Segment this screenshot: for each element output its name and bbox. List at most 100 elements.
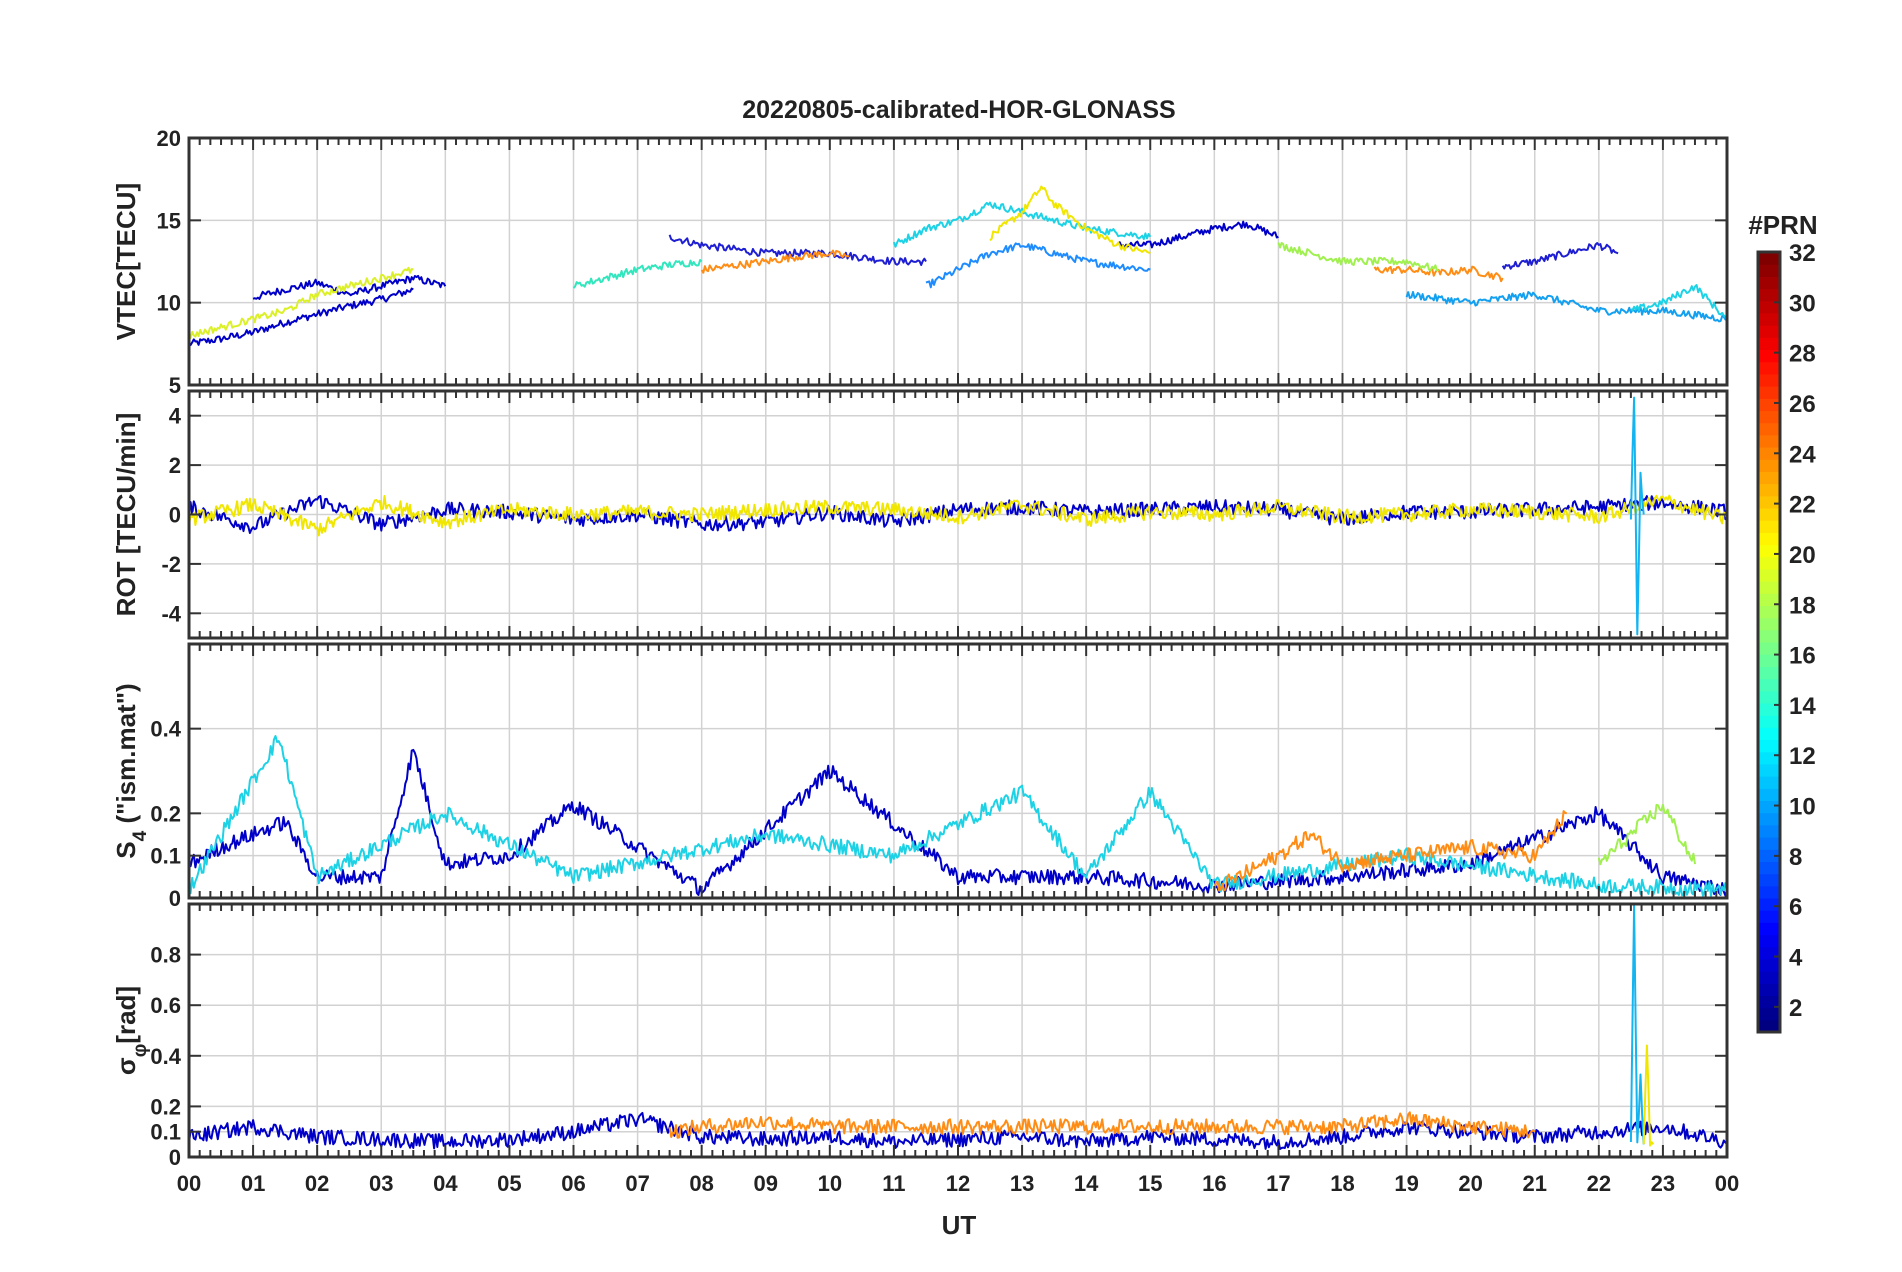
- colorbar-swatch: [1758, 312, 1780, 326]
- y-tick-label: 15: [157, 208, 181, 233]
- x-tick-label: 22: [1587, 1171, 1611, 1196]
- series-line-prn-20: [989, 185, 1151, 255]
- y-tick-label: 0.2: [150, 801, 181, 826]
- series-line-prn-2: [252, 274, 447, 300]
- chart-title: 20220805-calibrated-HOR-GLONASS: [742, 96, 1175, 124]
- series-line-prn-2: [1117, 220, 1279, 249]
- y-tick-label: 0.4: [150, 1044, 181, 1069]
- y-tick-label: 0.1: [150, 1120, 181, 1145]
- x-tick-label: 09: [754, 1171, 778, 1196]
- colorbar-swatch: [1758, 922, 1780, 936]
- colorbar-swatch: [1758, 642, 1780, 655]
- colorbar-swatch: [1758, 288, 1780, 302]
- colorbar-swatch: [1758, 373, 1780, 387]
- colorbar-swatch: [1758, 654, 1780, 667]
- colorbar-label: #PRN: [1748, 210, 1817, 240]
- colorbar-swatch: [1758, 849, 1780, 862]
- y-tick-label: 5: [169, 373, 181, 398]
- x-tick-label: 16: [1202, 1171, 1226, 1196]
- series-line-prn-23: [1213, 810, 1568, 892]
- colorbar-tick-label: 14: [1789, 693, 1816, 720]
- x-tick-label: 23: [1651, 1171, 1675, 1196]
- colorbar-swatch: [1758, 715, 1780, 728]
- series-line-prn-17: [1597, 803, 1696, 866]
- colorbar-swatch: [1758, 861, 1780, 875]
- colorbar-tick-label: 32: [1789, 240, 1816, 267]
- y-tick-label: 4: [169, 404, 182, 429]
- x-tick-label: 13: [1010, 1171, 1034, 1196]
- series-line-prn-2: [189, 287, 414, 346]
- y-tick-label: 0: [169, 1145, 181, 1170]
- y-tick-label: -2: [161, 552, 181, 577]
- colorbar-swatch: [1758, 1007, 1780, 1021]
- y-axis-label: VTEC[TECU]: [111, 183, 141, 340]
- colorbar-swatch: [1758, 361, 1780, 375]
- colorbar-swatch: [1758, 873, 1780, 887]
- x-tick-label: 14: [1074, 1171, 1099, 1196]
- colorbar-frame: [1756, 250, 1782, 1034]
- colorbar-swatch: [1758, 507, 1780, 521]
- x-tick-label: 05: [497, 1171, 521, 1196]
- colorbar-swatch: [1758, 934, 1780, 948]
- series-line-prn-12: [892, 201, 1152, 248]
- y-tick-label: 0.6: [150, 993, 181, 1018]
- colorbar-swatch: [1758, 556, 1780, 570]
- series-group: [189, 904, 1727, 1150]
- y-axis-label: σφ[rad]: [111, 986, 151, 1075]
- x-tick-label: 15: [1138, 1171, 1162, 1196]
- colorbar-swatch: [1758, 983, 1780, 997]
- colorbar-tick-label: 24: [1789, 441, 1816, 468]
- series-group: [189, 396, 1727, 636]
- colorbar-swatch: [1758, 812, 1780, 826]
- colorbar-swatch: [1758, 897, 1780, 911]
- colorbar-swatch: [1758, 751, 1780, 765]
- colorbar-swatch: [1758, 605, 1780, 619]
- x-tick-label: 12: [946, 1171, 970, 1196]
- x-tick-label: 07: [625, 1171, 649, 1196]
- colorbar-swatch: [1758, 788, 1780, 802]
- colorbar-swatch: [1758, 544, 1780, 558]
- x-tick-label: 04: [433, 1171, 458, 1196]
- colorbar-swatch: [1758, 971, 1780, 984]
- colorbar-swatch: [1758, 739, 1780, 753]
- series-line-prn-17: [1277, 241, 1440, 272]
- y-tick-label: 2: [169, 453, 181, 478]
- colorbar-swatch: [1758, 300, 1780, 314]
- colorbar-swatch: [1758, 581, 1780, 594]
- series-group: [189, 185, 1727, 346]
- series-line-prn-9: [925, 242, 1151, 289]
- x-tick-label: 03: [369, 1171, 393, 1196]
- colorbar-tick-label: 4: [1789, 945, 1803, 972]
- colorbar-swatch: [1758, 520, 1780, 533]
- colorbar-swatch: [1758, 763, 1780, 777]
- colorbar-swatch: [1758, 666, 1780, 680]
- series-line-prn-23: [668, 1111, 1536, 1139]
- colorbar-swatch: [1758, 349, 1780, 363]
- colorbar-tick-label: 30: [1789, 290, 1816, 317]
- y-tick-label: 0.1: [150, 844, 181, 869]
- colorbar-tick-label: 18: [1789, 592, 1816, 619]
- colorbar-swatch: [1758, 702, 1780, 716]
- x-tick-label: 20: [1458, 1171, 1482, 1196]
- colorbar-swatch: [1758, 337, 1780, 351]
- y-tick-label: 0: [169, 503, 181, 528]
- colorbar-swatch: [1758, 690, 1780, 704]
- colorbar-swatch: [1758, 434, 1780, 448]
- series-group: [189, 735, 1727, 897]
- series-line-prn-19: [189, 266, 414, 339]
- colorbar-swatch: [1758, 727, 1780, 741]
- colorbar-swatch: [1758, 568, 1780, 582]
- x-tick-label: 02: [305, 1171, 329, 1196]
- colorbar-swatch: [1758, 629, 1780, 643]
- x-tick-label: 10: [818, 1171, 842, 1196]
- series-line-prn-20: [1642, 1044, 1655, 1147]
- colorbar-tick-label: 20: [1789, 542, 1816, 569]
- colorbar-tick-label: 6: [1789, 894, 1802, 921]
- colorbar-swatch: [1758, 410, 1780, 424]
- panel-1: 5 10 15 20 VTEC[TECU]: [111, 126, 1729, 398]
- colorbar-swatch: [1758, 422, 1780, 436]
- panel-3: 0 0.1 0.2 0.4S4 ("ism.mat"): [111, 642, 1729, 911]
- x-tick-label: 17: [1266, 1171, 1290, 1196]
- series-line-prn-11: [1629, 904, 1645, 1145]
